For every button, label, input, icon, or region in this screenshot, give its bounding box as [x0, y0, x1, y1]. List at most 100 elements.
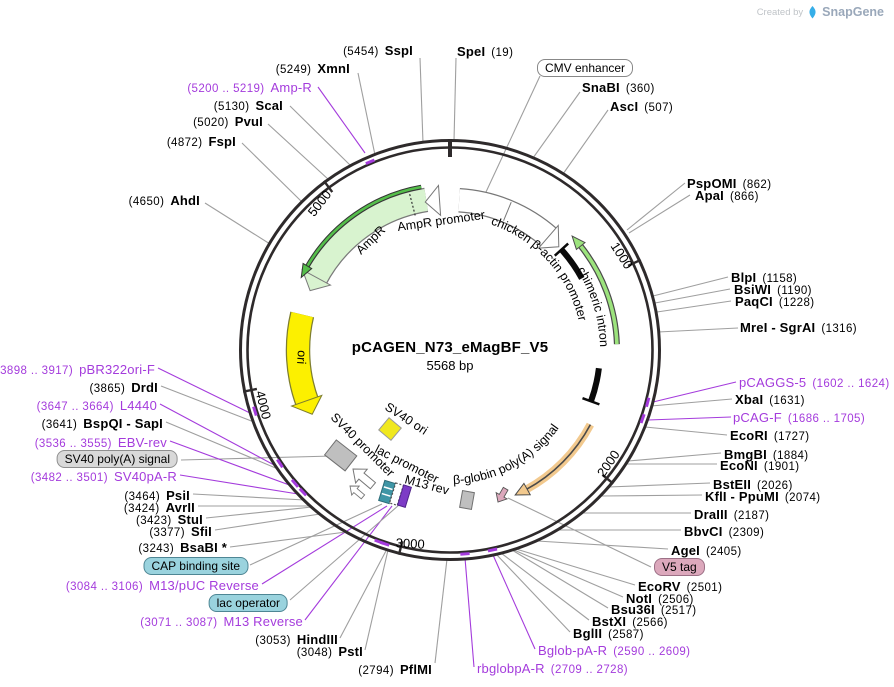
- site-label-xmni[interactable]: (5249) XmnI: [275, 61, 350, 76]
- scale-tick: [627, 258, 642, 267]
- primer-label-rbglobpa-r[interactable]: rbglobpA-R (2709 .. 2728): [477, 661, 628, 676]
- primer-label-bglob-pa-r[interactable]: Bglob-pA-R (2590 .. 2609): [538, 643, 691, 658]
- site-label-hindiii[interactable]: (3053) HindIII: [255, 632, 338, 647]
- site-label-drdi[interactable]: (3865) DrdI: [89, 380, 158, 395]
- site-label-agei[interactable]: AgeI (2405): [671, 543, 742, 558]
- site-label-xbai[interactable]: XbaI (1631): [735, 392, 805, 407]
- feature-chicken-promoter-arrowhead[interactable]: [537, 224, 560, 249]
- site-label-avrii[interactable]: (3424) AvrII: [123, 500, 195, 515]
- callout-line: [536, 540, 669, 550]
- site-label-psii[interactable]: (3464) PsiI: [124, 488, 190, 503]
- callout-line: [652, 276, 729, 297]
- attribution: Created by SnapGene: [757, 5, 884, 19]
- scale-tick: [242, 387, 258, 393]
- callout-line: [607, 482, 711, 488]
- callout-line: [204, 202, 271, 245]
- primer-label-sv40pa-r[interactable]: (3482 .. 3501) SV40pA-R: [30, 469, 177, 484]
- feature-label-chimeric-intron[interactable]: chimeric intron: [574, 264, 611, 347]
- site-label-draiii[interactable]: DraIII (2187): [694, 507, 770, 522]
- site-label-ahdi[interactable]: (4650) AhdI: [128, 193, 200, 208]
- site-label-apai[interactable]: ApaI (866): [695, 188, 759, 203]
- site-label-spei[interactable]: SpeI (19): [457, 44, 514, 59]
- site-label-bsteii[interactable]: BstEII (2026): [713, 477, 793, 492]
- feature-ampr-green-arc[interactable]: [305, 185, 422, 268]
- site-label-paqci[interactable]: PaqCI (1228): [735, 294, 815, 309]
- primer-label-pbr322ori-f[interactable]: (3898 .. 3917) pBR322ori-F: [0, 362, 155, 377]
- feature-chimeric-intron-arrow[interactable]: [578, 243, 619, 345]
- callout-line: [214, 513, 321, 531]
- feature-sv40-promoter-arrow-2[interactable]: [346, 482, 366, 502]
- callout-line: [562, 109, 609, 175]
- primer-label-ebv-rev[interactable]: (3536 .. 3555) EBV-rev: [34, 435, 167, 450]
- feature-bglobin-polya-arc[interactable]: [525, 424, 592, 491]
- feature-chimeric-intron-arrowhead[interactable]: [571, 235, 586, 251]
- site-label-pspomi[interactable]: PspOMI (862): [687, 176, 772, 191]
- feature-bglobin-polya-arrowhead[interactable]: [514, 482, 532, 496]
- feature-sv40-promoter-box[interactable]: [323, 439, 358, 472]
- callout-line: [165, 421, 279, 470]
- site-label-ecori[interactable]: EcoRI (1727): [730, 428, 810, 443]
- site-label-bglii[interactable]: BglII (2587): [573, 626, 644, 641]
- primer-label-m13-puc-reverse[interactable]: (3084 .. 3106) M13/pUC Reverse: [65, 578, 259, 593]
- site-label-bbvci[interactable]: BbvCI (2309): [684, 524, 765, 539]
- callout-line: [157, 367, 251, 414]
- feature-ampr-promoter-arrowhead[interactable]: [424, 184, 442, 217]
- feature-sv40-promoter-arrow[interactable]: [347, 462, 378, 493]
- cmv-chicken-divider: [503, 201, 512, 221]
- callout-line: [179, 474, 299, 495]
- site-label-asci[interactable]: AscI (507): [610, 99, 674, 114]
- feature-bglobin-polya-arc[interactable]: [523, 422, 594, 494]
- feature-ampr-arrow[interactable]: [305, 189, 429, 286]
- feature-ampr-arrowhead[interactable]: [301, 268, 332, 292]
- feature-label-v5-tag[interactable]: V5 tag: [654, 558, 705, 576]
- site-label-sspi[interactable]: (5454) SspI: [343, 43, 413, 58]
- site-label-mrei-sgrai[interactable]: MreI - SgrAI (1316): [740, 320, 858, 335]
- feature-label-ori[interactable]: ori: [294, 350, 309, 365]
- callout-line: [627, 452, 722, 462]
- site-label-pvui[interactable]: (5020) PvuI: [193, 114, 263, 129]
- callout-line: [159, 403, 277, 467]
- site-label-pflmi[interactable]: (2794) PflMI: [358, 662, 432, 677]
- site-label-bstxi[interactable]: BstXI (2566): [592, 614, 668, 629]
- feature-v5-tag-arrow[interactable]: [493, 486, 512, 506]
- site-label-bsu36i[interactable]: Bsu36I (2517): [611, 602, 697, 617]
- site-label-bmgbi[interactable]: BmgBI (1884): [724, 447, 809, 462]
- site-label-bsabi[interactable]: (3243) BsaBI *: [138, 540, 227, 555]
- primer-label-m13-reverse[interactable]: (3071 .. 3087) M13 Reverse: [140, 614, 303, 629]
- callout-line: [532, 91, 581, 159]
- feature-label-sv40-polya[interactable]: SV40 poly(A) signal: [56, 450, 178, 468]
- primer-label-pcag-f[interactable]: pCAG-F (1686 .. 1705): [733, 410, 866, 425]
- site-label-blpi[interactable]: BlpI (1158): [731, 270, 798, 285]
- feature-ori-arrow[interactable]: [287, 311, 319, 408]
- site-label-ecorv[interactable]: EcoRV (2501): [638, 579, 723, 594]
- callout-line: [647, 416, 732, 421]
- site-label-stui[interactable]: (3423) StuI: [135, 512, 203, 527]
- site-label-noti[interactable]: NotI (2506): [626, 591, 694, 606]
- feature-ampr-green-arrowhead[interactable]: [300, 262, 313, 279]
- feature-lac-promoter-box[interactable]: [388, 482, 405, 507]
- site-label-fspi[interactable]: (4872) FspI: [166, 134, 236, 149]
- site-label-scai[interactable]: (5130) ScaI: [213, 98, 283, 113]
- primer-label-l4440[interactable]: (3647 .. 3664) L4440: [36, 398, 157, 413]
- site-label-snabi[interactable]: SnaBI (360): [582, 80, 655, 95]
- primer-label-amp-r[interactable]: (5200 .. 5219) Amp-R: [187, 80, 312, 95]
- feature-ori-arrowhead[interactable]: [290, 394, 323, 415]
- site-label-bspqi-sapi[interactable]: (3641) BspQI - SapI: [41, 416, 163, 431]
- site-label-kfli-ppumi[interactable]: KflI - PpuMI (2074): [705, 489, 821, 504]
- site-label-bsiwi[interactable]: BsiWI (1190): [734, 282, 812, 297]
- site-label-sfii[interactable]: (3377) SfiI: [149, 524, 212, 539]
- site-label-econi[interactable]: EcoNI (1901): [720, 458, 800, 473]
- feature-label-cap-binding-site[interactable]: CAP binding site: [143, 557, 248, 575]
- feature-black-arc-b[interactable]: [588, 367, 602, 403]
- feature-label-cmv-enhancer[interactable]: CMV enhancer: [537, 59, 634, 77]
- callout-line: [289, 504, 400, 601]
- feature-label-lac-operator[interactable]: lac operator: [208, 594, 288, 612]
- site-label-psti[interactable]: (3048) PstI: [296, 644, 363, 659]
- feature-gray-box[interactable]: [459, 490, 475, 510]
- feature-sv40-ori-box[interactable]: [378, 417, 402, 441]
- tick-label-5000: 5000: [305, 187, 335, 219]
- callout-line: [657, 327, 739, 333]
- primer-site-tick: [252, 406, 258, 417]
- feature-lac-operator-box[interactable]: [396, 484, 412, 508]
- primer-label-pcaggs-5[interactable]: pCAGGS-5 (1602 .. 1624): [739, 375, 890, 390]
